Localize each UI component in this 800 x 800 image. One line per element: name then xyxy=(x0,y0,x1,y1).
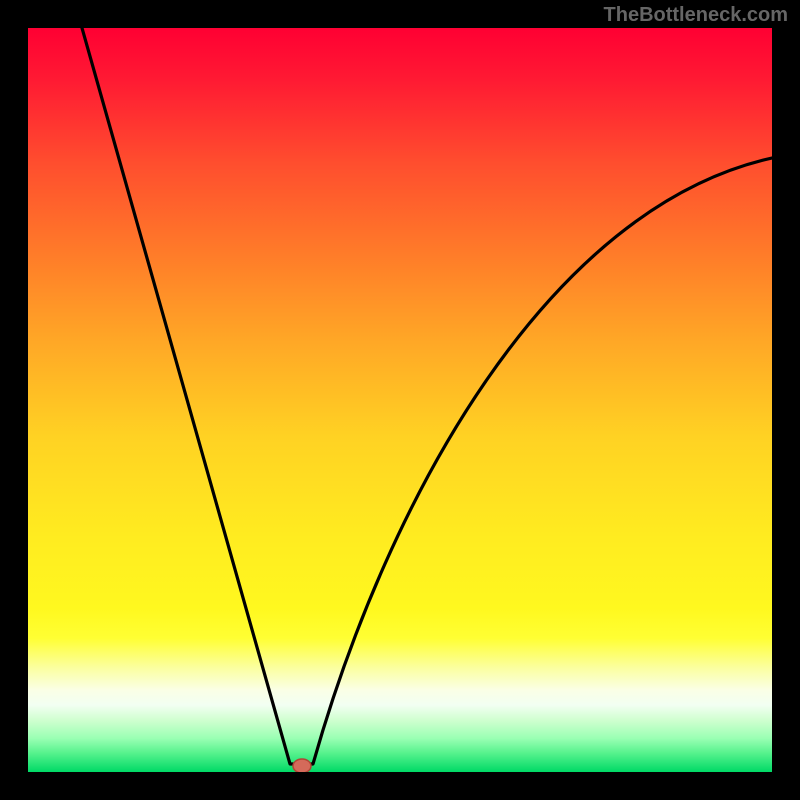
curve-layer xyxy=(28,28,772,772)
optimum-marker xyxy=(293,759,311,772)
chart-frame xyxy=(28,28,772,772)
plot-area xyxy=(28,28,772,772)
watermark-text: TheBottleneck.com xyxy=(604,4,788,27)
bottleneck-curve xyxy=(82,28,772,764)
